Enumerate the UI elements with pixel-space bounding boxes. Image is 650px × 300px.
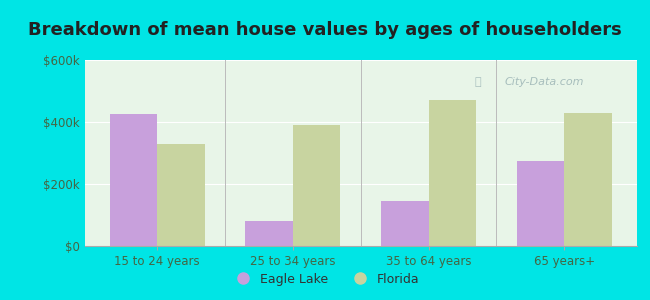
Bar <box>517 161 564 246</box>
Bar <box>564 113 612 246</box>
Bar <box>293 125 341 246</box>
Text: ⓘ: ⓘ <box>474 77 480 87</box>
Legend: Eagle Lake, Florida: Eagle Lake, Florida <box>226 268 424 291</box>
Text: Breakdown of mean house values by ages of householders: Breakdown of mean house values by ages o… <box>28 21 622 39</box>
Bar <box>157 144 205 246</box>
Text: City-Data.com: City-Data.com <box>504 77 584 87</box>
Bar <box>428 100 476 246</box>
Bar <box>110 114 157 246</box>
Bar <box>245 221 293 246</box>
Bar <box>381 201 428 246</box>
